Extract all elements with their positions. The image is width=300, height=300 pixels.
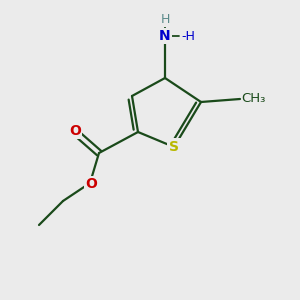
Text: N: N [159,29,171,43]
Text: S: S [169,140,179,154]
Text: -H: -H [182,29,195,43]
Text: O: O [85,178,98,191]
Text: H: H [160,13,170,26]
Text: O: O [69,124,81,137]
Text: CH₃: CH₃ [242,92,266,106]
